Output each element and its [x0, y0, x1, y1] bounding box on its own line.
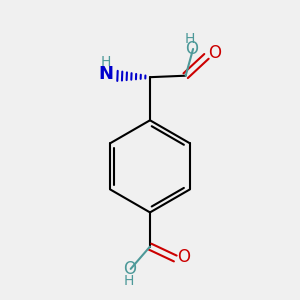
- Text: O: O: [208, 44, 221, 62]
- Text: O: O: [123, 260, 136, 278]
- Text: O: O: [177, 248, 190, 266]
- Text: H: H: [124, 274, 134, 288]
- Text: O: O: [185, 40, 198, 58]
- Text: N: N: [98, 65, 113, 83]
- Text: H: H: [185, 32, 195, 46]
- Text: H: H: [100, 55, 111, 69]
